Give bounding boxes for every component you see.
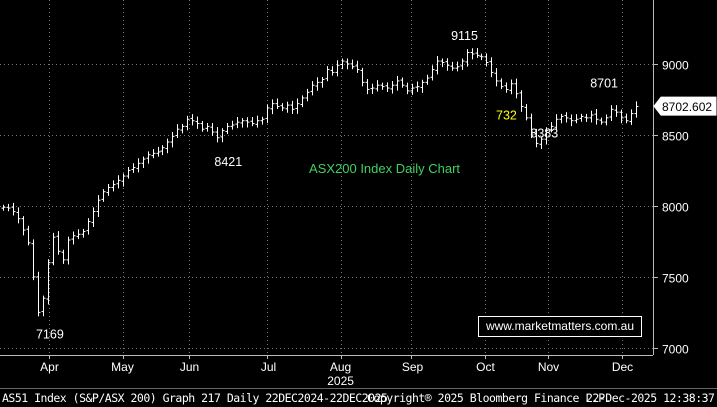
footer-bar: AS51 Index (S&P/ASX 200) Graph 217 Daily… xyxy=(0,388,717,407)
x-tick-label: Nov xyxy=(538,360,559,374)
x-tick-label: Dec xyxy=(612,360,633,374)
annotation-label: 8383 xyxy=(530,127,558,141)
annotation-label: 732 xyxy=(496,109,517,123)
y-tick-label: 8000 xyxy=(662,201,689,215)
y-tick-label: 9000 xyxy=(662,59,689,73)
x-tick-label: Jun xyxy=(180,360,199,374)
x-tick-label: Apr xyxy=(40,360,59,374)
x-year-label: 2025 xyxy=(327,374,354,388)
last-price-marker xyxy=(653,96,717,116)
footer-copyright: Copyright® 2025 Bloomberg Finance L.P. xyxy=(367,391,612,405)
chart-svg: 7000 7500 8000 8500 9000 Apr May Jun Jul Aug Sep Oc… xyxy=(0,0,717,388)
x-tick-label: Aug xyxy=(330,360,351,374)
annotation-label: 7169 xyxy=(36,327,64,341)
annotation-label: 8701 xyxy=(590,77,618,91)
y-tick-label: 8500 xyxy=(662,130,689,144)
watermark-link[interactable]: www.marketmatters.com.au xyxy=(478,316,642,337)
last-price-label: 8702.602 xyxy=(662,100,712,114)
annotation-label: 8421 xyxy=(214,155,242,169)
footer-security: AS51 Index (S&P/ASX 200) Graph 217 Daily… xyxy=(2,391,388,405)
x-tick-label: Jul xyxy=(261,360,276,374)
x-tick-label: May xyxy=(111,360,134,374)
footer-timestamp: 22-Dec-2025 12:38:37 xyxy=(586,391,715,405)
x-tick-label: Sep xyxy=(402,360,424,374)
x-tick-label: Oct xyxy=(476,360,495,374)
annotation-label: 9115 xyxy=(451,29,478,43)
y-tick-label: 7000 xyxy=(662,343,689,357)
plot-area xyxy=(0,0,653,355)
y-tick-label: 7500 xyxy=(662,272,689,286)
chart-title: ASX200 Index Daily Chart xyxy=(309,161,461,176)
